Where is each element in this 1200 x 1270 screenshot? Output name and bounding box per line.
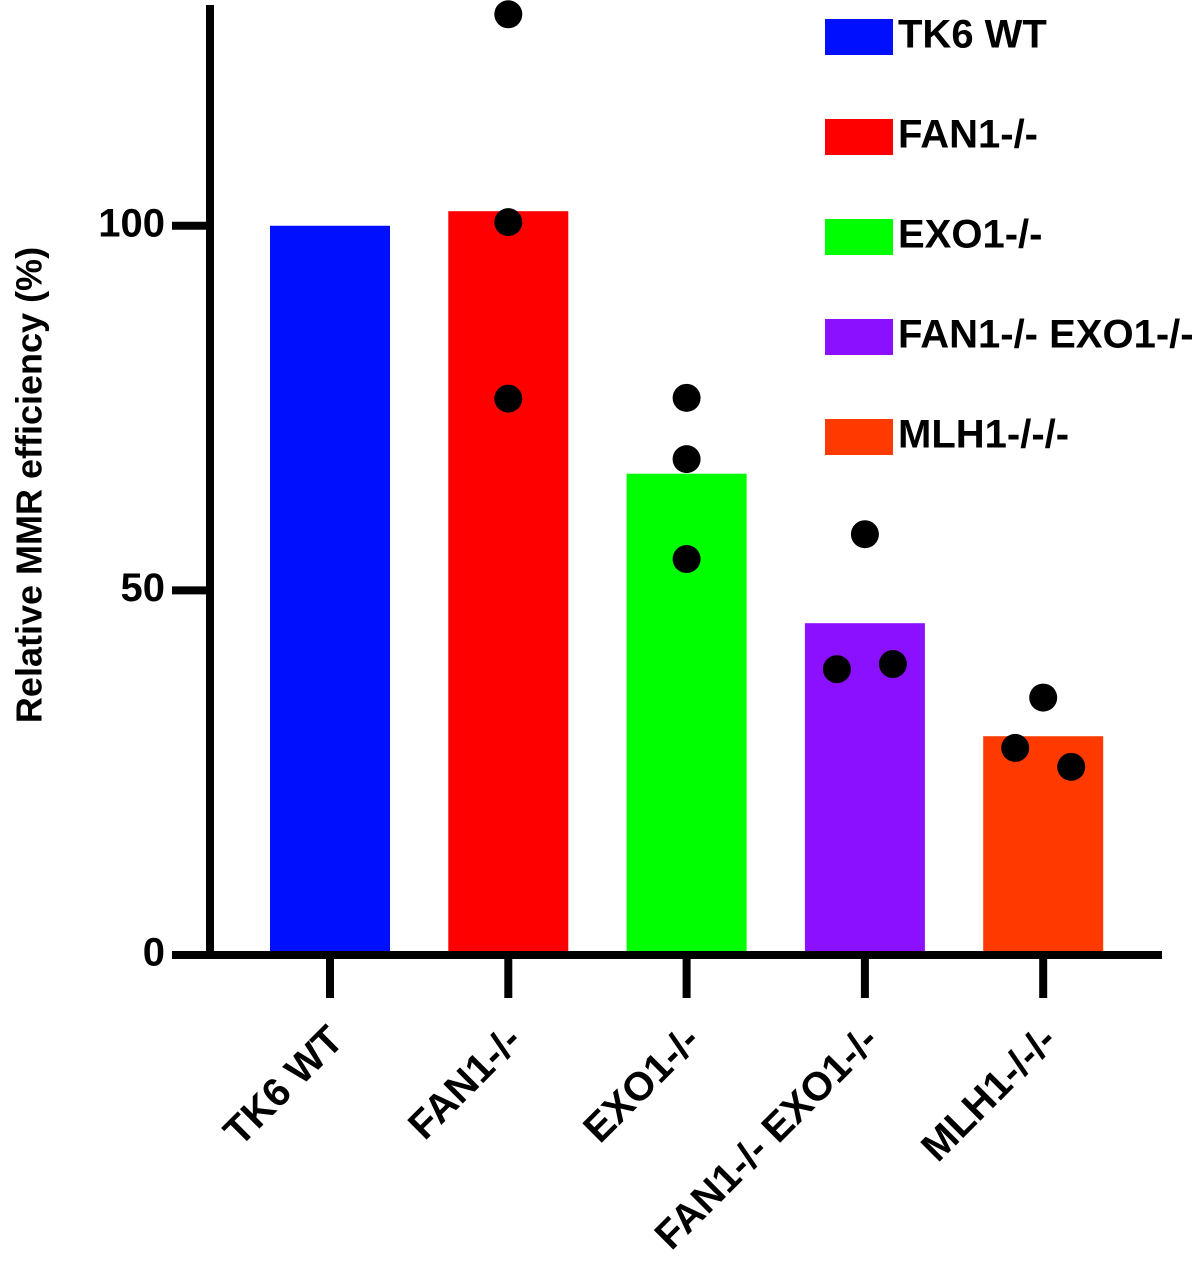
data-point: [1029, 683, 1058, 712]
data-point: [672, 383, 701, 412]
bar: [270, 225, 390, 955]
data-point: [672, 445, 701, 474]
legend-swatch: [825, 419, 893, 455]
legend-label: FAN1-/- EXO1-/-: [898, 313, 1194, 357]
y-axis-title: Relative MMR efficiency (%): [9, 247, 50, 723]
data-point: [494, 208, 523, 237]
legend-swatch: [825, 19, 893, 55]
x-tick-label: TK6 WT: [215, 1018, 351, 1154]
bar: [983, 736, 1104, 955]
x-tick-label: EXO1-/-: [575, 1018, 708, 1151]
legend-swatch: [825, 119, 893, 155]
legend-swatch: [825, 219, 893, 255]
data-point: [672, 545, 701, 574]
x-tick-label: MLH1-/-/-: [913, 1018, 1065, 1170]
y-tick-label: 50: [121, 566, 166, 610]
x-tick-label: FAN1-/-: [400, 1018, 530, 1148]
bar: [804, 623, 925, 955]
data-point: [878, 650, 907, 679]
y-tick-label: 100: [98, 201, 165, 245]
data-point: [850, 520, 879, 549]
y-tick-label: 0: [143, 931, 165, 975]
legend-label: FAN1-/-: [898, 113, 1038, 157]
legend-label: TK6 WT: [898, 13, 1047, 57]
legend-label: EXO1-/-: [898, 213, 1042, 257]
data-point: [822, 655, 851, 684]
data-point: [494, 0, 523, 29]
data-point: [1001, 733, 1030, 762]
bar: [448, 211, 569, 955]
legend-label: MLH1-/-/-: [898, 413, 1069, 457]
data-point: [494, 384, 523, 413]
data-point: [1057, 752, 1086, 781]
legend-swatch: [825, 319, 893, 355]
